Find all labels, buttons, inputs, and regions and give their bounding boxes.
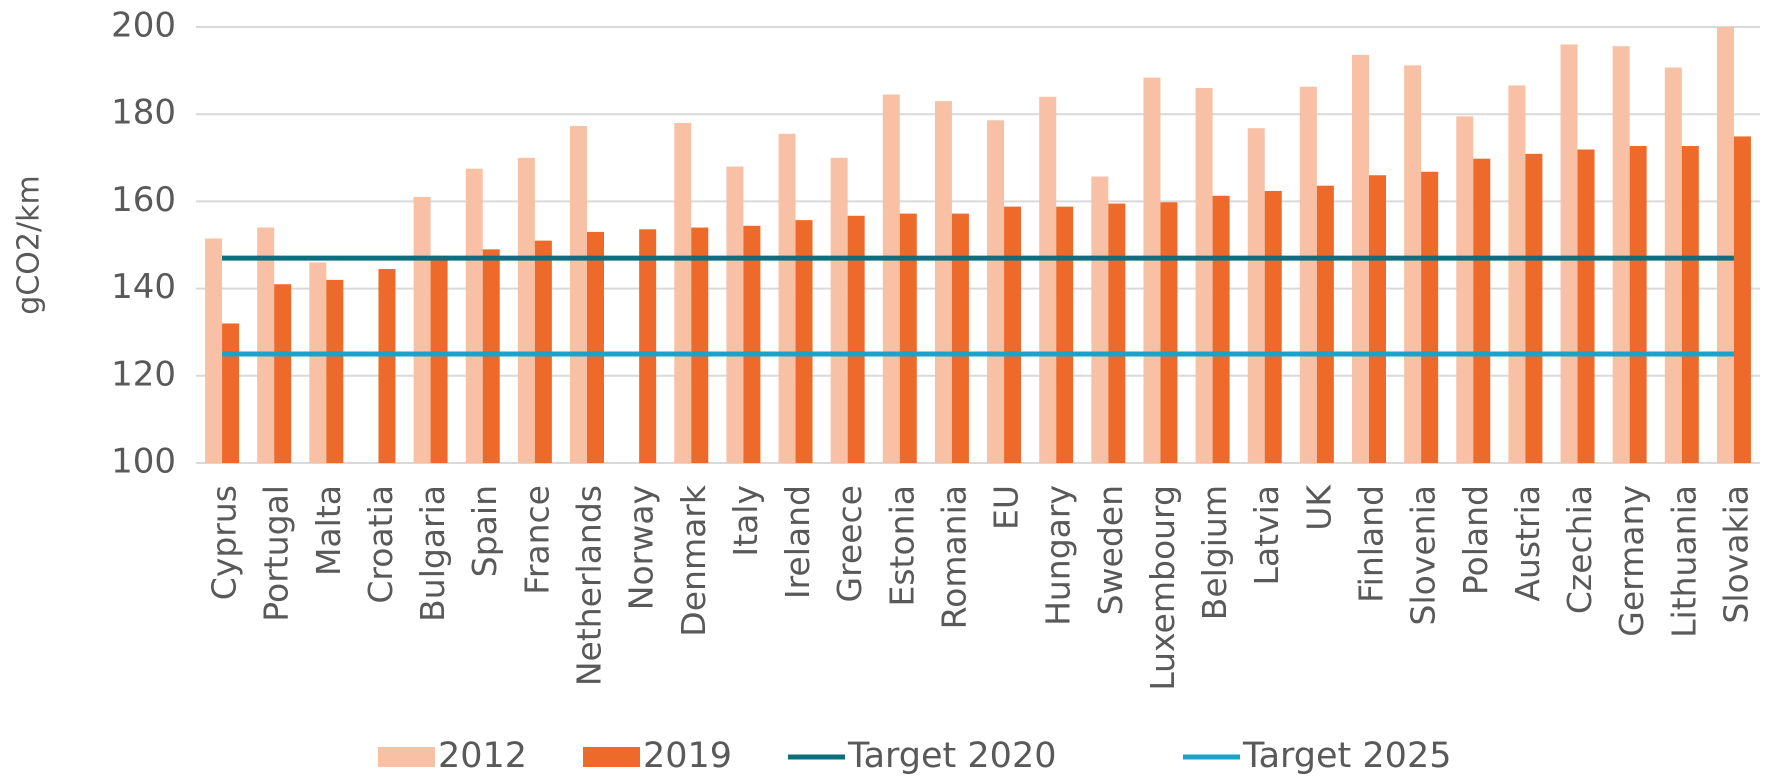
y-tick-label: 140 (111, 267, 176, 307)
x-tick-label: Romania (934, 485, 973, 629)
bar (1404, 65, 1422, 464)
bar (1681, 146, 1699, 463)
legend-label: Target 2025 (1242, 736, 1451, 776)
bar (1577, 149, 1595, 464)
bar (1247, 128, 1265, 464)
bar (1525, 153, 1543, 463)
bar (1733, 136, 1751, 463)
x-tick-label: Netherlands (570, 485, 609, 686)
y-tick-label: 200 (111, 6, 176, 46)
bar (274, 284, 292, 463)
bar (639, 229, 657, 463)
x-tick-label: Finland (1352, 485, 1391, 603)
bar (1108, 203, 1126, 463)
x-tick-label: UK (1299, 484, 1338, 531)
x-tick-label: Croatia (361, 485, 400, 604)
bar (830, 157, 848, 464)
bar (1039, 96, 1057, 463)
bar (1004, 206, 1022, 463)
x-tick-label: Estonia (882, 485, 921, 606)
x-tick-label: Norway (622, 485, 661, 610)
bar (1421, 171, 1439, 463)
bar (257, 227, 275, 463)
bar (674, 122, 692, 464)
bar (1716, 27, 1734, 463)
bar (1143, 77, 1161, 464)
y-tick-label: 180 (111, 93, 176, 133)
bar (570, 125, 587, 464)
bar (934, 101, 952, 464)
x-tick-label: Denmark (674, 484, 713, 637)
x-tick-label: EU (987, 485, 1026, 530)
x-tick-label: France (517, 485, 556, 595)
bar (743, 225, 761, 463)
x-tick-label: Latvia (1247, 485, 1286, 585)
legend-label: Target 2020 (847, 736, 1056, 776)
bar (465, 168, 483, 463)
bar (430, 255, 448, 463)
bar (587, 231, 604, 463)
bar (517, 157, 535, 464)
legend-label: 2012 (438, 736, 527, 776)
y-tick-label: 120 (111, 354, 176, 394)
x-tick-label: Czechia (1560, 485, 1599, 614)
bar (222, 323, 240, 463)
x-tick-label: Greece (830, 485, 869, 602)
bar (1264, 190, 1282, 463)
bar (795, 220, 813, 463)
x-tick-label: Luxembourg (1143, 485, 1182, 691)
bar (882, 94, 900, 463)
legend-swatch (378, 747, 435, 767)
bar (326, 279, 344, 463)
bar (1560, 44, 1578, 463)
bar (778, 133, 796, 463)
bar (1056, 206, 1074, 463)
bar (726, 166, 744, 463)
bar (1369, 175, 1386, 464)
legend-label: 2019 (643, 736, 732, 776)
bar (691, 227, 709, 463)
bar (1195, 88, 1213, 463)
x-tick-label: Sweden (1091, 485, 1130, 615)
bar (1508, 85, 1526, 463)
bar (899, 213, 917, 463)
legend-swatch (583, 747, 640, 767)
x-tick-label: Spain (465, 485, 504, 577)
bar (309, 262, 327, 463)
bar (1091, 176, 1109, 463)
bar (205, 238, 223, 463)
x-tick-label: Italy (726, 485, 765, 557)
bar (987, 120, 1005, 463)
x-tick-label: Austria (1508, 485, 1547, 602)
x-tick-label: Portugal (257, 485, 296, 622)
x-tick-label: Slovenia (1404, 485, 1443, 625)
y-axis-label: gCO2/km (12, 175, 47, 314)
x-tick-label: Belgium (1195, 485, 1234, 620)
x-tick-label: Cyprus (205, 485, 244, 600)
bar (1473, 158, 1491, 463)
x-tick-label: Poland (1456, 485, 1495, 595)
bar (847, 215, 865, 463)
x-tick-label: Germany (1612, 485, 1651, 637)
bar (1664, 67, 1682, 463)
bar (1629, 146, 1647, 463)
bar (413, 197, 431, 464)
bar (1299, 86, 1317, 464)
x-tick-label: Ireland (778, 485, 817, 599)
x-tick-label: Malta (309, 485, 348, 576)
bar (1456, 116, 1474, 463)
x-tick-label: Hungary (1039, 485, 1078, 626)
x-tick-label: Slovakia (1716, 485, 1755, 624)
bar (951, 213, 969, 463)
bar (1612, 46, 1630, 464)
y-tick-label: 160 (111, 180, 176, 220)
y-tick-label: 100 (111, 442, 176, 482)
x-tick-label: Lithuania (1664, 485, 1703, 638)
bar (1316, 185, 1334, 464)
x-tick-label: Bulgaria (413, 485, 452, 622)
bar (1160, 202, 1178, 463)
bar (378, 268, 396, 463)
bar (1212, 195, 1230, 463)
